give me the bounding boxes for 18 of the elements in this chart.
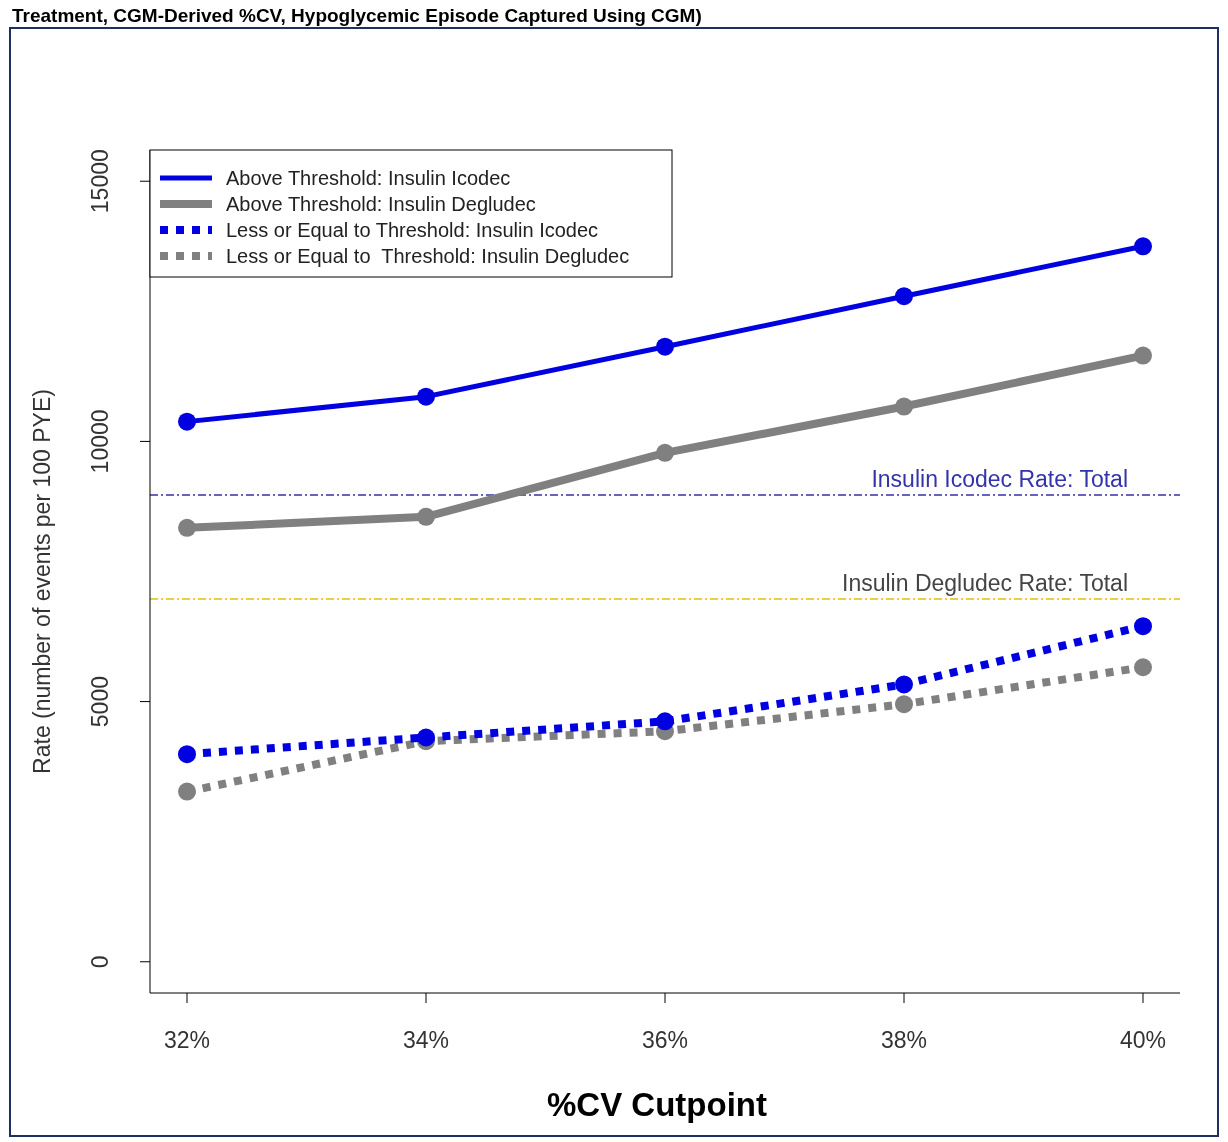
y-tick-label: 15000 — [87, 149, 113, 214]
x-axis-title: %CV Cutpoint — [547, 1086, 767, 1123]
x-tick-label: 32% — [163, 1027, 211, 1053]
ref-line-label: Insulin Icodec Rate: Total — [871, 466, 1128, 493]
legend-label: Less or Equal to Threshold: Insulin Icodec — [226, 219, 599, 241]
y-tick-label: 5000 — [87, 676, 113, 728]
y-tick-label: 10000 — [87, 409, 113, 474]
legend-label: Above Threshold: Insulin Degludec — [226, 193, 536, 215]
ref-line-label: Insulin Degludec Rate: Total — [842, 570, 1128, 597]
x-tick-label: 36% — [641, 1027, 689, 1053]
legend-label: Less or Equal to Threshold: Insulin Degludec — [226, 245, 630, 267]
y-tick-label: 0 — [87, 955, 113, 969]
x-tick-label: 34% — [402, 1027, 450, 1053]
x-tick-label: 40% — [1119, 1027, 1167, 1053]
y-axis-title: Rate (number of events per 100 PYE) — [29, 389, 55, 774]
legend-label: Above Threshold: Insulin Icodec — [226, 167, 511, 189]
chart-title: Treatment, CGM-Derived %CV, Hypoglycemic Episode Captured Using CGM) — [12, 5, 702, 26]
x-tick-label: 38% — [880, 1027, 928, 1053]
